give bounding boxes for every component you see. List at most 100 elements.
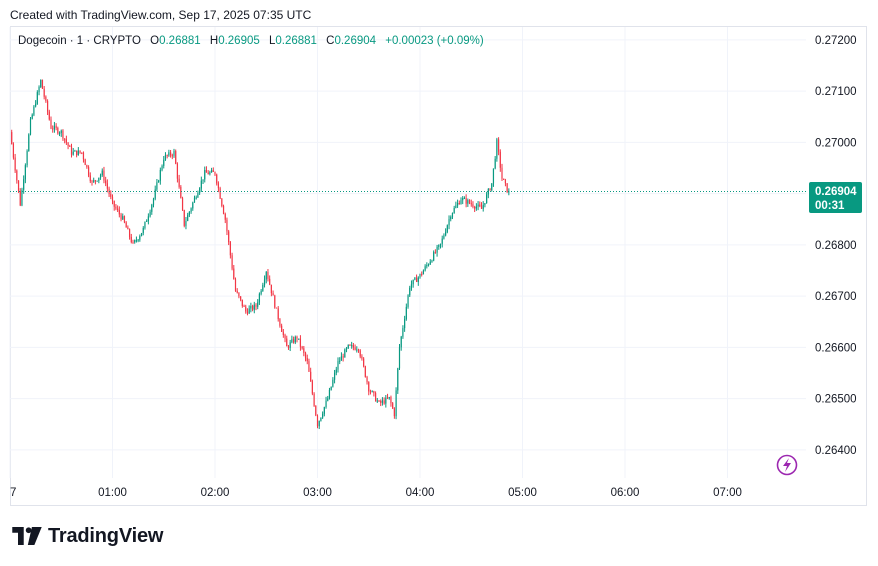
candle-body (458, 203, 460, 205)
candle-body (199, 188, 201, 194)
x-tick-label: 03:00 (303, 487, 332, 499)
high-value: 0.26905 (218, 35, 260, 47)
candle-body (260, 290, 262, 294)
candle-body (187, 215, 189, 221)
candle-body (127, 227, 129, 230)
candle-body (451, 213, 454, 218)
candle-body (497, 139, 500, 152)
candle-body (503, 178, 505, 180)
candle-body (410, 284, 413, 288)
candle-body (250, 306, 252, 309)
candle-body (137, 239, 139, 241)
candle-body (310, 371, 312, 382)
candle-body (306, 358, 308, 362)
x-tick-label: 01:00 (98, 487, 127, 499)
candle-body (376, 400, 378, 402)
candlestick-series (11, 79, 510, 430)
candle-body (60, 130, 62, 133)
candle-body (489, 189, 491, 191)
candle-body (378, 400, 380, 402)
candle-body (221, 198, 223, 207)
candle-body (106, 183, 108, 189)
y-axis: 0.272000.271000.270000.269000.268000.267… (815, 35, 857, 457)
candle-body (91, 181, 93, 183)
candle-body (81, 152, 83, 154)
candle-body (361, 356, 363, 359)
candle-body (381, 400, 384, 403)
candle-body (315, 405, 317, 416)
candle-body (415, 277, 418, 282)
candle-body (214, 171, 216, 175)
candle-body (171, 155, 173, 157)
lightning-icon[interactable] (776, 454, 798, 476)
tradingview-logo[interactable]: TradingView (12, 524, 163, 548)
candle-body (308, 361, 310, 372)
candle-body (366, 376, 368, 383)
close-value: 0.26904 (334, 35, 377, 47)
candle-body (125, 222, 127, 228)
candle-body (135, 240, 138, 242)
candle-body (122, 216, 124, 220)
candle-body (40, 79, 42, 88)
candle-body (491, 183, 493, 191)
candle-body (52, 128, 54, 130)
candle-body (246, 311, 249, 314)
candle-body (388, 396, 390, 399)
candle-body (380, 401, 382, 403)
candle-body (149, 211, 151, 217)
candle-body (228, 231, 230, 243)
candle-body (450, 217, 452, 220)
candle-body (248, 308, 250, 314)
y-tick-label: 0.26800 (815, 240, 857, 252)
symbol-label[interactable]: Dogecoin · 1 · CRYPTO (18, 35, 141, 47)
tradingview-logo-icon (12, 527, 42, 545)
candle-body (89, 175, 91, 182)
candle-body (274, 295, 276, 308)
chart-caption: Created with TradingView.com, Sep 17, 20… (10, 8, 312, 22)
candle-body (188, 211, 190, 216)
candle-body (197, 193, 199, 198)
candle-body (409, 287, 411, 296)
candle-body (82, 152, 85, 160)
grid-lines (9, 27, 806, 478)
candle-body (241, 299, 243, 306)
candle-body (154, 189, 156, 199)
candle-body (258, 293, 261, 303)
candle-body (36, 92, 38, 104)
candle-body (255, 304, 257, 307)
candle-body (269, 278, 271, 285)
candle-body (222, 206, 225, 214)
candle-body (472, 204, 474, 207)
candle-body (339, 360, 341, 362)
candle-body (325, 400, 327, 408)
candle-body (405, 306, 407, 320)
candle-body (67, 142, 69, 146)
candle-body (412, 279, 414, 285)
candle-body (313, 393, 315, 406)
candle-body (417, 277, 419, 282)
candle-body (414, 277, 416, 280)
candle-body (501, 167, 503, 179)
candle-body (21, 189, 23, 206)
candle-body (140, 233, 143, 237)
candle-body (427, 264, 430, 266)
candle-body (316, 415, 319, 427)
candle-body (166, 155, 168, 157)
candle-body (161, 165, 163, 170)
candle-body (270, 284, 272, 294)
candle-body (265, 271, 267, 280)
candle-body (164, 155, 167, 160)
close-label: C (326, 35, 335, 47)
candle-body (43, 88, 45, 97)
candle-body (453, 207, 455, 214)
candle-body (205, 170, 208, 173)
candle-body (99, 175, 102, 178)
candle-body (87, 167, 90, 176)
candle-body (105, 180, 107, 184)
candle-body (494, 158, 496, 169)
open-label: O (150, 35, 160, 47)
candle-body (470, 203, 472, 205)
candle-body (200, 180, 202, 189)
candle-body (217, 183, 220, 189)
